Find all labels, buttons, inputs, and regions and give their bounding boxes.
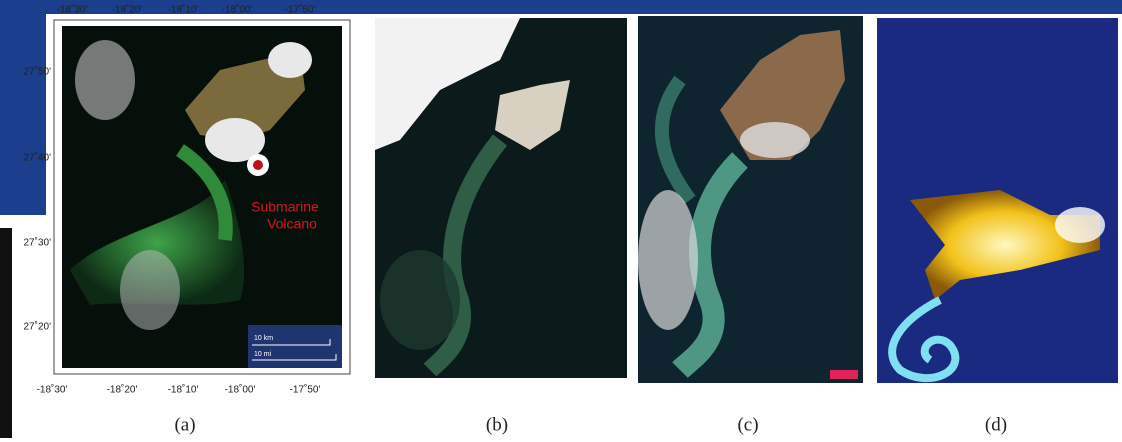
- caption: (a): [174, 414, 195, 435]
- scale-box: [248, 325, 342, 368]
- panel-b: (b): [375, 18, 627, 435]
- left-tick-label: 27˚40': [24, 152, 52, 164]
- scale-label: 10 mi: [254, 351, 272, 358]
- scale-label: 10 km: [254, 335, 273, 342]
- bottom-tick-label: -17˚50': [290, 384, 321, 396]
- cloud: [268, 42, 312, 78]
- top-tick-label: -18˚30': [57, 4, 88, 16]
- panel-d: (d): [877, 18, 1118, 435]
- top-tick-label: -18˚20': [112, 4, 143, 16]
- left-tick-label: 27˚20': [24, 321, 52, 333]
- glow: [1055, 207, 1105, 243]
- cloud: [638, 190, 698, 330]
- bottom-tick-label: -18˚30': [37, 384, 68, 396]
- top-tick-label: -18˚10': [168, 4, 199, 16]
- left-tick-label: 27˚50': [24, 66, 52, 78]
- bottom-tick-label: -18˚00': [225, 384, 256, 396]
- caption: (c): [737, 414, 758, 435]
- caption: (d): [985, 414, 1007, 435]
- annotation: Submarine: [251, 199, 319, 215]
- plume: [380, 250, 460, 350]
- top-tick-label: -17˚50': [285, 4, 316, 16]
- left-tick-label: 27˚30': [24, 237, 52, 249]
- cloud: [120, 250, 180, 330]
- caption: (b): [486, 414, 508, 435]
- top-tick-label: -18˚00': [222, 4, 253, 16]
- figure: Submarine Volcano 10 km 10 mi -18˚30' -18…: [0, 0, 1122, 442]
- slide-block: [0, 0, 46, 215]
- panel-a: Submarine Volcano 10 km 10 mi -18˚30' -18…: [24, 4, 351, 436]
- bottom-tick-label: -18˚20': [107, 384, 138, 396]
- slide-edge: [0, 228, 12, 438]
- cloud: [740, 122, 810, 158]
- bottom-tick-label: -18˚10': [168, 384, 199, 396]
- cloud: [75, 40, 135, 120]
- logo: [830, 370, 858, 379]
- annotation: Volcano: [267, 216, 317, 232]
- volcano-dot: [253, 160, 263, 170]
- panel-c: (c): [638, 16, 863, 435]
